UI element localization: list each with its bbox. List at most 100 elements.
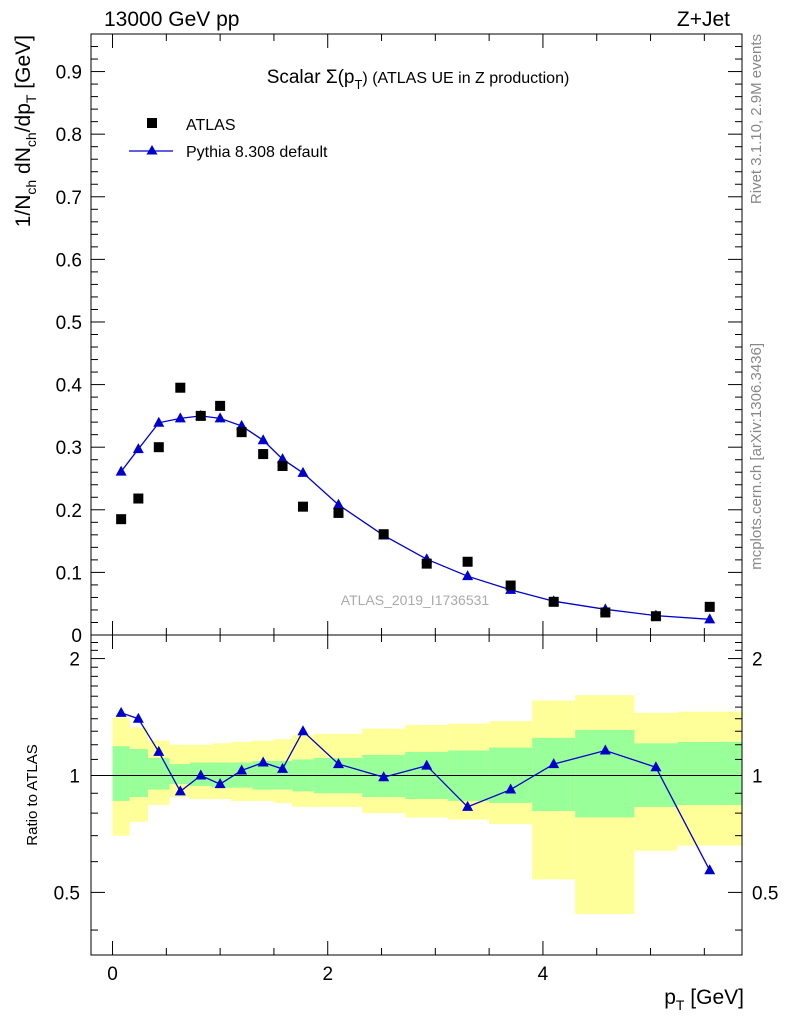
main-ylabel-b-sub: ch (23, 132, 39, 147)
atlas-point (153, 442, 164, 453)
main-ytick-label: 0.6 (56, 250, 82, 271)
ratio-band-green (148, 757, 170, 790)
ratio-ylabel: Ratio to ATLAS (24, 744, 41, 845)
main-ytick-label: 0.2 (56, 501, 82, 522)
main-ytick-label: 0.1 (56, 563, 82, 584)
ratio-pythia-point (195, 769, 207, 780)
ratio-xtick-label: 2 (322, 964, 333, 985)
main-ylabel-c: /dp (12, 103, 35, 132)
ratio-pythia-point (214, 778, 226, 789)
ratio-pythia-point (505, 783, 517, 794)
legend-pythia-label: Pythia 8.308 default (186, 144, 328, 161)
main-ytick-label: 0.3 (56, 438, 82, 459)
atlas-point (333, 507, 344, 518)
atlas-point (650, 611, 661, 622)
atlas-point (421, 558, 432, 569)
ratio-xtick-label: 4 (538, 964, 549, 985)
atlas-point (195, 410, 206, 421)
main-ytick-label: 0.7 (56, 188, 82, 209)
main-axis-ticks: 0 0.1 0.2 0.3 0.4 0.5 0.6 0.7 0.8 0.9 (56, 33, 742, 647)
analysis-watermark: ATLAS_2019_I1736531 (341, 592, 490, 608)
pythia-point (214, 412, 226, 423)
ratio-pythia-point (548, 758, 560, 769)
legend: ATLAS Pythia 8.308 default (129, 117, 328, 161)
atlas-point (215, 400, 226, 411)
ratio-xlabel-sub: T (676, 997, 685, 1013)
atlas-point (236, 427, 247, 438)
chart-title-prefix: Scalar (267, 67, 326, 88)
ratio-pythia-point (421, 759, 433, 770)
ratio-pythia-point (132, 712, 144, 723)
ratio-pythia-point (378, 771, 390, 782)
main-ytick-label: 0.8 (56, 125, 82, 146)
ratio-band-green (532, 737, 576, 812)
ratio-pythia-point (704, 864, 716, 875)
ratio-pythia-point (297, 725, 309, 736)
ratio-band-green (169, 764, 190, 785)
atlas-point (133, 493, 144, 504)
ratio-band-green (677, 741, 742, 805)
ratio-ytick-label-left: 0.5 (54, 883, 80, 904)
main-ylabel: 1/Nch dNch/dpT [GeV] (12, 35, 39, 227)
main-ylabel-a: 1/N (12, 195, 35, 228)
main-ytick-label: 0.4 (56, 376, 83, 397)
atlas-point (258, 449, 269, 460)
pythia-point (257, 434, 269, 445)
atlas-point (116, 514, 127, 525)
ratio-panel: 0.5 0.5 1 1 2 2 0 2 4 Ratio to ATLAS pT [GeV] (24, 634, 778, 1013)
atlas-point (505, 580, 516, 591)
legend-atlas-label: ATLAS (186, 117, 236, 134)
ratio-pythia-point (115, 706, 127, 717)
mcplots-label: mcplots.cern.ch [arXiv:1306.3436] (748, 343, 765, 570)
ratio-pythia-point (277, 762, 289, 773)
ratio-ytick-label-left: 1 (69, 766, 80, 787)
header-left: 13000 GeV pp (104, 8, 239, 31)
ratio-ytick-label-left: 2 (69, 650, 80, 671)
ratio-ytick-label-right: 0.5 (752, 883, 778, 904)
atlas-point (297, 501, 308, 512)
ratio-bands (91, 695, 742, 914)
pythia-point (332, 498, 344, 509)
pythia-point (297, 466, 309, 477)
pythia-point (462, 570, 474, 581)
ratio-xlabel-b: [GeV] (684, 986, 744, 1009)
ratio-pythia-point (236, 764, 248, 775)
atlas-point (277, 460, 288, 471)
atlas-point (704, 601, 715, 612)
ratio-xtick-label: 0 (107, 964, 118, 985)
pythia-point (174, 412, 186, 423)
chart-title-sigma: Σ(p (326, 67, 355, 88)
main-ylabel-d: [GeV] (12, 35, 35, 95)
atlas-point (548, 596, 559, 607)
main-panel: 00.10.20.30.40.50.60.70.80.9 Scalar Σ(pT… (12, 33, 743, 647)
ratio-pythia-point (650, 761, 662, 772)
ratio-ytick-label-right: 1 (752, 766, 763, 787)
pythia-point (115, 465, 127, 476)
pythia-line (120, 415, 710, 620)
ratio-band-green (112, 746, 130, 801)
ratio-pythia-point (462, 800, 474, 811)
legend-pythia-marker (146, 145, 158, 155)
atlas-point (175, 382, 186, 393)
ratio-pythia-point (257, 756, 269, 767)
header-right: Z+Jet (677, 8, 730, 31)
pythia-point (704, 613, 716, 624)
atlas-point (378, 529, 389, 540)
main-ylabel-a-sub: ch (23, 180, 39, 195)
ratio-axis-ticks: 0.5 0.5 1 1 2 2 0 2 4 (54, 635, 778, 985)
atlas-point (600, 607, 611, 618)
ratio-pythia-point (153, 745, 165, 756)
pythia-point (153, 416, 165, 427)
main-ytick-label: 0 (71, 626, 82, 647)
main-ytick-label: 0.9 (56, 63, 82, 84)
pythia-point (277, 453, 289, 464)
chart-title: Scalar Σ(pT) (ATLAS UE in Z production) (267, 67, 570, 92)
rivet-label: Rivet 3.1.10, 2.9M events (748, 34, 765, 204)
ratio-series (115, 706, 716, 875)
ratio-pythia-point (174, 785, 186, 796)
ratio-band-green (129, 749, 149, 798)
main-ylabel-b: dN (12, 147, 35, 180)
main-ylabel-c-sub: T (23, 94, 39, 103)
chart-title-sub: T (354, 77, 362, 92)
atlas-point (462, 556, 473, 567)
